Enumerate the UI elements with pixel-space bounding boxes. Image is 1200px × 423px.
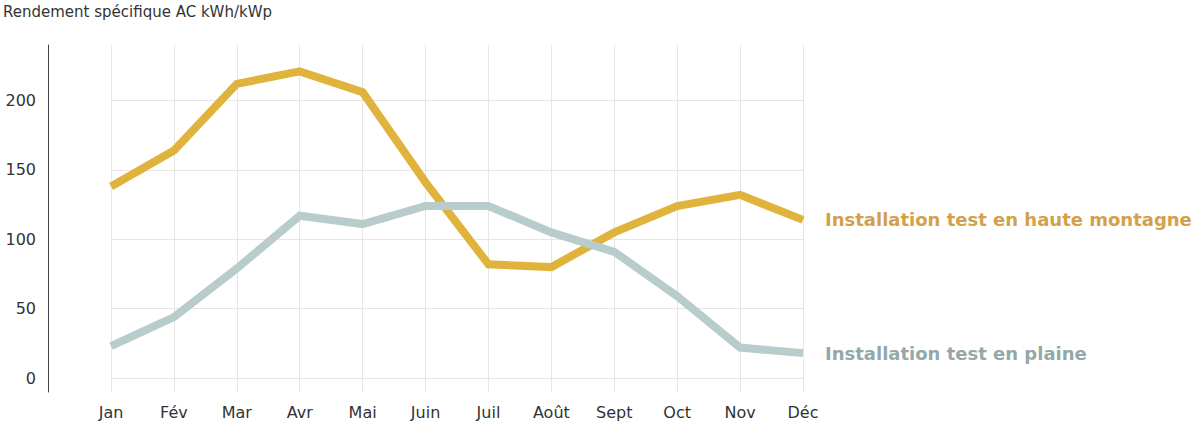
svg-text:Fév: Fév <box>160 403 188 422</box>
svg-text:100: 100 <box>5 230 36 249</box>
svg-text:Oct: Oct <box>663 403 691 422</box>
svg-text:150: 150 <box>5 160 36 179</box>
svg-text:Déc: Déc <box>788 403 819 422</box>
svg-text:Nov: Nov <box>724 403 755 422</box>
svg-text:Août: Août <box>533 403 570 422</box>
svg-text:Rendement spécifique AC kWh/kW: Rendement spécifique AC kWh/kWp <box>3 3 272 21</box>
svg-text:Mar: Mar <box>222 403 253 422</box>
svg-text:Mai: Mai <box>349 403 377 422</box>
svg-text:Avr: Avr <box>287 403 313 422</box>
svg-text:0: 0 <box>26 369 36 388</box>
svg-text:Jan: Jan <box>98 403 124 422</box>
svg-text:Juil: Juil <box>476 403 501 422</box>
svg-text:Installation test en plaine: Installation test en plaine <box>825 343 1087 364</box>
svg-text:Sept: Sept <box>596 403 632 422</box>
svg-text:50: 50 <box>16 299 36 318</box>
svg-text:Juin: Juin <box>410 403 440 422</box>
svg-text:Installation test en haute mon: Installation test en haute montagne <box>825 209 1192 230</box>
svg-text:200: 200 <box>5 91 36 110</box>
